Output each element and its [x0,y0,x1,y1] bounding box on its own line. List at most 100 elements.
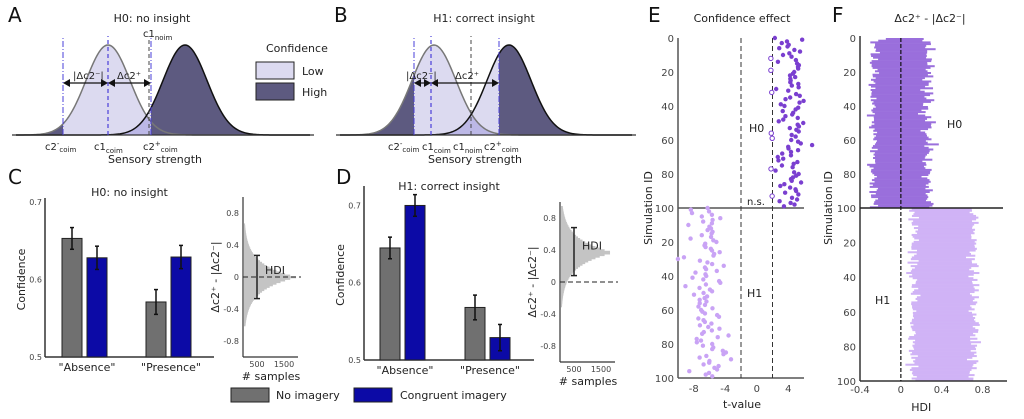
histogram-bin [244,321,246,324]
x-tick-label: -0.4 [850,385,870,396]
hdi-interval [918,225,973,228]
hdi-interval [910,325,973,328]
y-tick-label: 0.7 [29,198,42,207]
chart-title: Δc2⁺ - |Δc2⁻| [894,12,965,25]
hdi-interval [873,167,926,170]
data-point [789,195,795,200]
hdi-interval [915,282,973,285]
hdi-interval [912,308,975,311]
histogram-bin [244,309,249,312]
histogram-bin [561,244,592,247]
data-point [709,321,714,326]
hdi-interval [871,90,925,93]
panel-letter-b: B [334,3,348,27]
hdi-interval [910,265,979,268]
data-point [675,256,681,262]
data-point [721,263,726,268]
data-point [705,205,710,211]
data-point [726,333,731,338]
data-point [710,374,715,379]
data-point [718,280,723,285]
hdi-interval [869,126,932,129]
histogram-bin [244,290,263,293]
data-point [686,222,691,228]
hdi-interval [876,48,936,51]
data-point [710,306,715,311]
data-point [791,170,797,175]
panel-a-title: H0: no insight [114,12,191,25]
data-point [787,51,792,56]
x-tick-label: 4 [785,384,791,395]
histogram-bin [561,246,596,249]
histogram-bin [561,230,572,233]
data-point [689,210,695,216]
histogram-bin [244,281,281,284]
data-point [703,244,708,250]
y-tick-label: 0.7 [348,201,361,210]
histogram-bin [244,234,247,237]
y-tick-label: 0.4 [226,241,239,250]
hdi-interval [913,227,973,230]
histogram-bin [561,273,572,276]
hdi-interval [913,220,973,223]
data-point [699,331,705,336]
histogram-bin [561,294,564,297]
group-label-h0: H0 [749,122,764,135]
data-point [780,52,786,58]
data-point [790,112,795,117]
x-tick-label: "Absence" [377,364,434,377]
arrowhead-icon [492,79,499,87]
data-point [708,226,714,231]
hdi-interval [871,121,936,124]
x-tick-label: -8 [689,384,699,395]
histogram-bin [244,306,250,309]
y-tick-label: 0.6 [348,279,361,288]
hdi-interval [908,349,971,352]
hdi-interval [911,242,977,245]
arrowhead-icon [101,79,108,87]
y-tick-label: 60 [661,136,674,147]
histogram-bin [561,249,605,252]
hdi-interval [877,131,926,134]
y-tick-label: 40 [661,272,674,283]
x-tick-label: 0.8 [975,385,991,396]
x-axis-label: # samples [242,370,301,383]
y-axis-label: Δc2⁺ - |Δc2⁻| [526,246,539,317]
data-point [717,326,722,331]
hdi-interval [914,342,972,345]
hdi-interval [917,232,975,235]
x-tick-label: "Absence" [59,361,116,374]
histogram-bin [561,292,564,295]
hdi-interval [872,102,924,105]
histogram-c: 0.8 0.4 0 -0.4 -0.8 500 1500# samples Δc2⁺ - |Δ… [209,197,301,383]
histogram-bin [561,252,611,255]
hdi-interval [873,133,927,136]
histogram-bin [561,257,596,260]
hdi-interval [913,240,975,243]
x-axis-label: # samples [559,375,618,388]
hdi-interval [868,83,929,86]
hdi-interval [873,202,934,205]
hdi-interval [915,358,968,361]
label-c1noim-a: c1noim [143,29,173,42]
hdi-interval [870,53,927,56]
x-axis-label: HDI [911,401,931,414]
data-point [787,125,793,131]
hdi-interval [873,56,927,59]
hdi-interval [907,261,972,264]
hdi-interval [871,109,922,112]
histogram-bin [561,228,571,231]
high-confidence-region-right [151,45,310,135]
hdi-chart-f: Δc2⁺ - |Δc2⁻|02040608010020406080100-0.4… [822,12,1007,414]
histogram-bin [244,261,263,264]
hdi-interval [911,221,979,224]
hdi-interval [876,134,927,137]
hdi-interval [885,38,924,40]
y-tick-label: 40 [843,273,856,284]
data-point [787,95,793,100]
hdi-interval [905,363,974,366]
data-point [694,336,699,342]
histogram-bin [561,254,605,257]
data-point [691,292,697,297]
data-point [778,183,783,189]
